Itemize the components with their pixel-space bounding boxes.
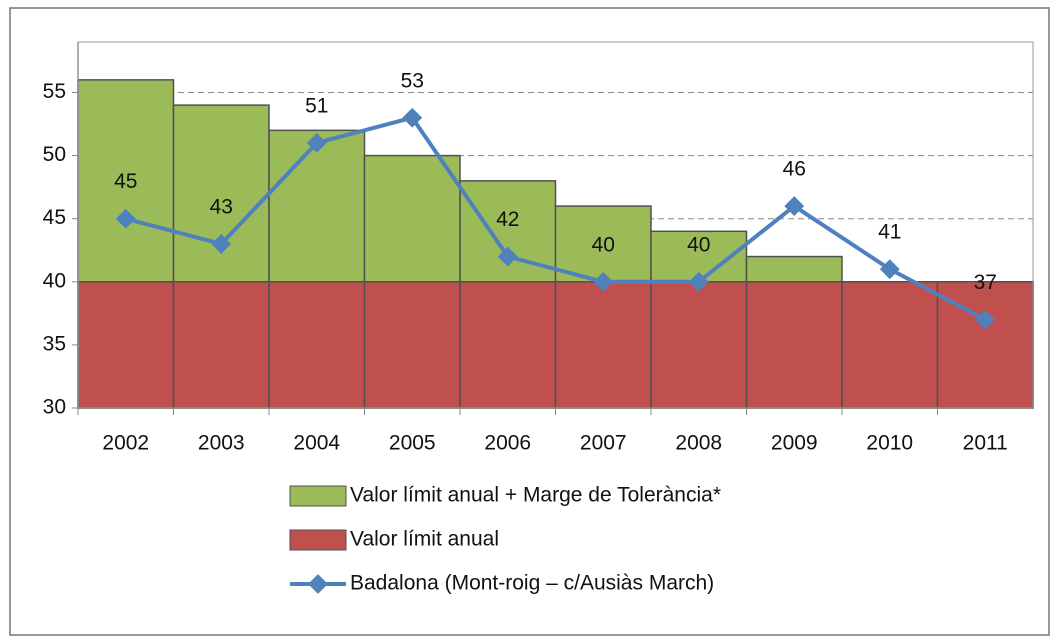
- x-tick-label: 2002: [102, 432, 149, 455]
- bar: [650, 281, 748, 409]
- bar: [77, 281, 175, 409]
- line: [125, 115, 987, 322]
- x-tick-label: 2007: [580, 432, 627, 455]
- x-tick-label: 2008: [675, 432, 722, 455]
- bar: [363, 281, 461, 409]
- data-label: 46: [783, 158, 806, 181]
- legend-label: Badalona (Mont-roig – c/Ausiàs March): [350, 572, 714, 595]
- x-tick-label: 2003: [198, 432, 245, 455]
- x-tick-label: 2010: [866, 432, 913, 455]
- bar: [268, 281, 366, 409]
- marker: [593, 271, 614, 292]
- data-label: 37: [974, 271, 997, 294]
- marker: [688, 271, 709, 292]
- marker: [115, 208, 136, 229]
- y-tick-label: 50: [43, 143, 66, 166]
- data-label: 42: [496, 208, 519, 231]
- y-tick-label: 40: [43, 269, 66, 292]
- data-label: 45: [114, 170, 137, 193]
- data-label: 40: [687, 233, 710, 256]
- legend-swatch: [289, 485, 347, 507]
- x-tick-label: 2005: [389, 432, 436, 455]
- x-tick-label: 2004: [293, 432, 340, 455]
- y-tick-label: 45: [43, 206, 66, 229]
- y-tick-label: 30: [43, 396, 66, 419]
- bar: [554, 281, 652, 409]
- data-label: 40: [592, 233, 615, 256]
- legend-swatch: [289, 529, 347, 551]
- marker: [402, 107, 423, 128]
- legend-label: Valor límit anual: [350, 528, 499, 551]
- data-label: 43: [210, 195, 233, 218]
- y-tick-label: 55: [43, 80, 66, 103]
- bar: [172, 281, 270, 409]
- x-tick-label: 2011: [963, 432, 1008, 455]
- bar: [745, 281, 843, 409]
- data-label: 53: [401, 69, 424, 92]
- legend-label: Valor límit anual + Marge de Tolerància*: [350, 484, 721, 507]
- x-tick-label: 2006: [484, 432, 531, 455]
- bar: [841, 281, 939, 409]
- marker: [879, 259, 900, 280]
- marker: [306, 133, 327, 153]
- y-tick-label: 35: [43, 332, 66, 355]
- x-tick-label: 2009: [771, 432, 818, 455]
- marker: [975, 309, 996, 330]
- bar: [459, 281, 557, 409]
- data-label: 41: [878, 221, 901, 244]
- legend-marker: [308, 574, 328, 594]
- marker: [211, 234, 232, 254]
- data-label: 51: [305, 95, 328, 118]
